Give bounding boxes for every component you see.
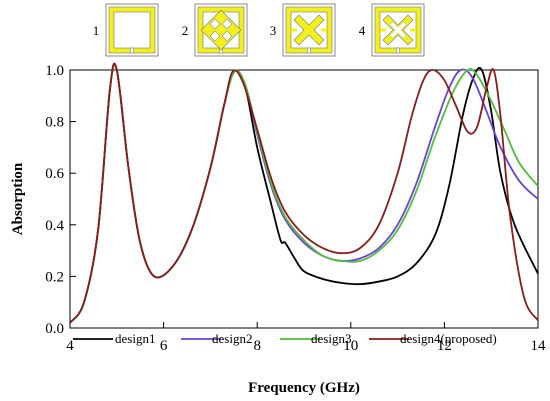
plot-frame xyxy=(69,69,539,329)
series-line-4 xyxy=(69,62,539,324)
series-layer xyxy=(69,62,539,324)
axes-layer: 4 6 8 10 12 14 0.0 0.2 0.4 0.6 0.8 1.0 xyxy=(45,63,546,354)
y-tick-label: 0.8 xyxy=(45,115,64,131)
legend-label-4: design4(proposed) xyxy=(400,331,497,346)
legend-label-2: design2 xyxy=(212,331,252,346)
x-tick-label: 8 xyxy=(253,338,261,354)
unit-cell-2 xyxy=(194,3,248,57)
y-tick-label: 0.2 xyxy=(45,269,64,285)
inset-number-4: 4 xyxy=(359,23,366,38)
legend-label-1: design1 xyxy=(115,331,155,346)
x-tick-label: 6 xyxy=(160,338,168,354)
inset-number-2: 2 xyxy=(182,23,189,38)
unit-cell-3 xyxy=(282,3,336,57)
x-tick-label: 10 xyxy=(343,338,358,354)
unit-cell-1 xyxy=(105,3,159,57)
y-tick-label: 0.0 xyxy=(45,321,64,337)
legend-label-3: design3 xyxy=(311,331,351,346)
inset-number-1: 1 xyxy=(93,23,100,38)
x-axis-title: Frequency (GHz) xyxy=(248,380,360,396)
y-tick-label: 0.6 xyxy=(45,166,64,182)
x-tick-label: 14 xyxy=(531,338,547,354)
y-tick-label: 0.4 xyxy=(45,218,64,234)
series-line-2 xyxy=(69,62,539,324)
series-line-3 xyxy=(69,62,539,324)
inset-number-3: 3 xyxy=(270,23,277,38)
unit-cell-insets: 1 2 3 4 xyxy=(93,3,425,57)
legend: design1 design2 design3 design4(proposed) xyxy=(73,331,497,346)
x-tick-label: 12 xyxy=(437,338,452,354)
y-axis-title: Absorption xyxy=(10,162,26,235)
x-tick-label: 4 xyxy=(66,338,74,354)
unit-cell-4 xyxy=(371,3,425,57)
y-tick-label: 1.0 xyxy=(45,63,64,79)
series-line-1 xyxy=(69,62,539,324)
